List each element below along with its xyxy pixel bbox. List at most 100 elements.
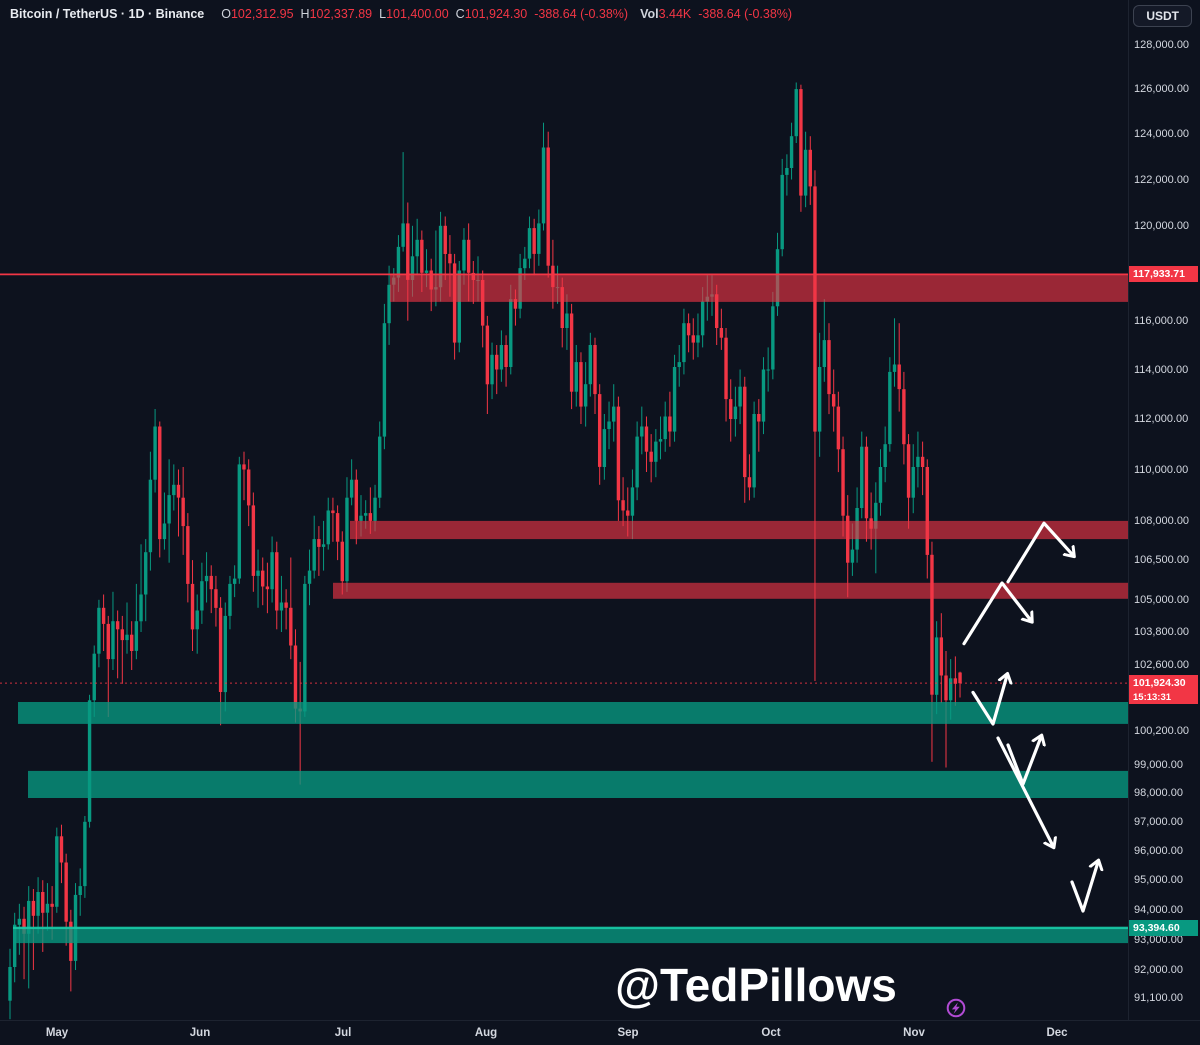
symbol-title[interactable]: Bitcoin / TetherUS · 1D · Binance	[10, 7, 205, 21]
candle-body	[827, 340, 831, 395]
candle-body	[878, 467, 883, 503]
candle-body	[144, 552, 148, 595]
lightning-icon[interactable]	[946, 998, 966, 1018]
trend-arrow-bounce-at-101k[interactable]	[971, 675, 1007, 726]
candle-body	[326, 510, 330, 545]
candle-body	[532, 228, 536, 254]
candle-body	[382, 323, 387, 437]
supply-demand-zones[interactable]	[13, 274, 1128, 944]
candle-wick	[758, 399, 760, 452]
candle-body	[892, 364, 897, 372]
demand-zone[interactable]	[13, 927, 1128, 944]
candle-body	[696, 335, 700, 343]
candle-body	[438, 225, 443, 288]
trend-arrow-bounce-at-94k[interactable]	[1070, 862, 1098, 913]
candle-body	[307, 570, 312, 584]
candle-body	[200, 581, 204, 611]
candle-body	[8, 967, 12, 1001]
month-label: Nov	[903, 1027, 925, 1039]
trend-arrow-rejection-at-105k[interactable]	[962, 581, 1031, 646]
price-tick-label: 97,000.00	[1134, 815, 1183, 828]
candle-body	[668, 416, 672, 432]
demand-zone[interactable]	[28, 770, 1128, 798]
candle-body	[340, 541, 344, 582]
candle-body	[284, 602, 288, 608]
candle-body	[597, 394, 602, 467]
candle-body	[36, 892, 40, 916]
candle-wick	[959, 671, 961, 698]
supply-zone[interactable]	[333, 582, 1128, 599]
candle-wick	[332, 497, 334, 542]
candle-body	[958, 672, 962, 684]
candle-body	[841, 449, 845, 516]
change-value: -388.64 (-0.38%)	[534, 7, 629, 21]
candle-wick	[496, 345, 498, 395]
candle-body	[729, 399, 733, 419]
price-tick-label: 116,000.00	[1134, 314, 1189, 327]
candle-body	[579, 362, 583, 407]
candle-body	[686, 323, 691, 336]
candle-body	[930, 554, 934, 695]
symbol-legend[interactable]: Bitcoin / TetherUS · 1D · Binance O102,31…	[10, 7, 792, 21]
candle-body	[789, 136, 794, 168]
candle-body	[714, 294, 719, 328]
candle-body	[485, 325, 490, 385]
demand-zone-top-edge	[13, 926, 1128, 930]
supply-zone[interactable]	[390, 274, 1128, 302]
candle-body	[354, 479, 359, 521]
candle-body	[293, 645, 298, 709]
candle-body	[78, 886, 82, 895]
candle-wick	[121, 615, 123, 684]
trend-arrow-rejection-at-108k[interactable]	[1006, 521, 1073, 584]
candle-body	[719, 328, 724, 338]
candle-body	[265, 586, 270, 590]
candle-body	[920, 456, 925, 467]
candle-body	[162, 523, 167, 540]
candle-body	[87, 700, 92, 822]
candle-body	[677, 362, 681, 367]
candle-body	[635, 436, 639, 488]
price-tick-label: 93,000.00	[1134, 933, 1183, 946]
price-tick-label: 126,000.00	[1134, 83, 1190, 96]
forecast-arrows[interactable]	[962, 521, 1098, 913]
trend-arrow-drop-to-96k[interactable]	[996, 736, 1053, 846]
price-tick-label: 99,000.00	[1134, 758, 1183, 771]
ohlc-key: H	[300, 7, 310, 21]
demand-zone[interactable]	[18, 702, 1128, 724]
candle-wick	[922, 441, 924, 496]
candle-body	[513, 299, 518, 309]
price-label: 93,394.60	[1129, 919, 1198, 936]
candle-wick	[660, 416, 662, 460]
currency-toggle-button[interactable]: USDT	[1133, 5, 1192, 27]
supply-zone[interactable]	[350, 520, 1128, 540]
price-tick-label: 100,200.00	[1134, 724, 1190, 737]
candle-body	[232, 578, 237, 584]
candle-body	[59, 836, 64, 863]
price-tick-label: 128,000.00	[1134, 39, 1190, 51]
candle-body	[363, 513, 368, 516]
candle-body	[537, 223, 541, 254]
candle-body	[911, 467, 915, 498]
price-tick-label: 92,000.00	[1134, 964, 1183, 976]
candle-body	[747, 477, 752, 488]
candle-body	[359, 515, 363, 521]
candle-body	[125, 634, 129, 641]
candle-body	[944, 675, 948, 701]
candle-body	[616, 406, 621, 501]
candle-body	[246, 469, 251, 506]
candle-body	[644, 426, 649, 452]
candle-body	[794, 89, 798, 137]
candle-wick	[426, 249, 428, 288]
candle-body	[602, 429, 607, 467]
price-level-lines[interactable]	[0, 273, 1128, 684]
time-axis-separator	[0, 1020, 1200, 1021]
candle-body	[738, 386, 742, 407]
candle-body	[906, 444, 911, 498]
price-tick-label: 96,000.00	[1134, 844, 1183, 857]
candle-body	[452, 263, 457, 343]
candle-wick	[449, 235, 451, 297]
candle-body	[55, 836, 59, 907]
candle-body	[490, 354, 494, 385]
